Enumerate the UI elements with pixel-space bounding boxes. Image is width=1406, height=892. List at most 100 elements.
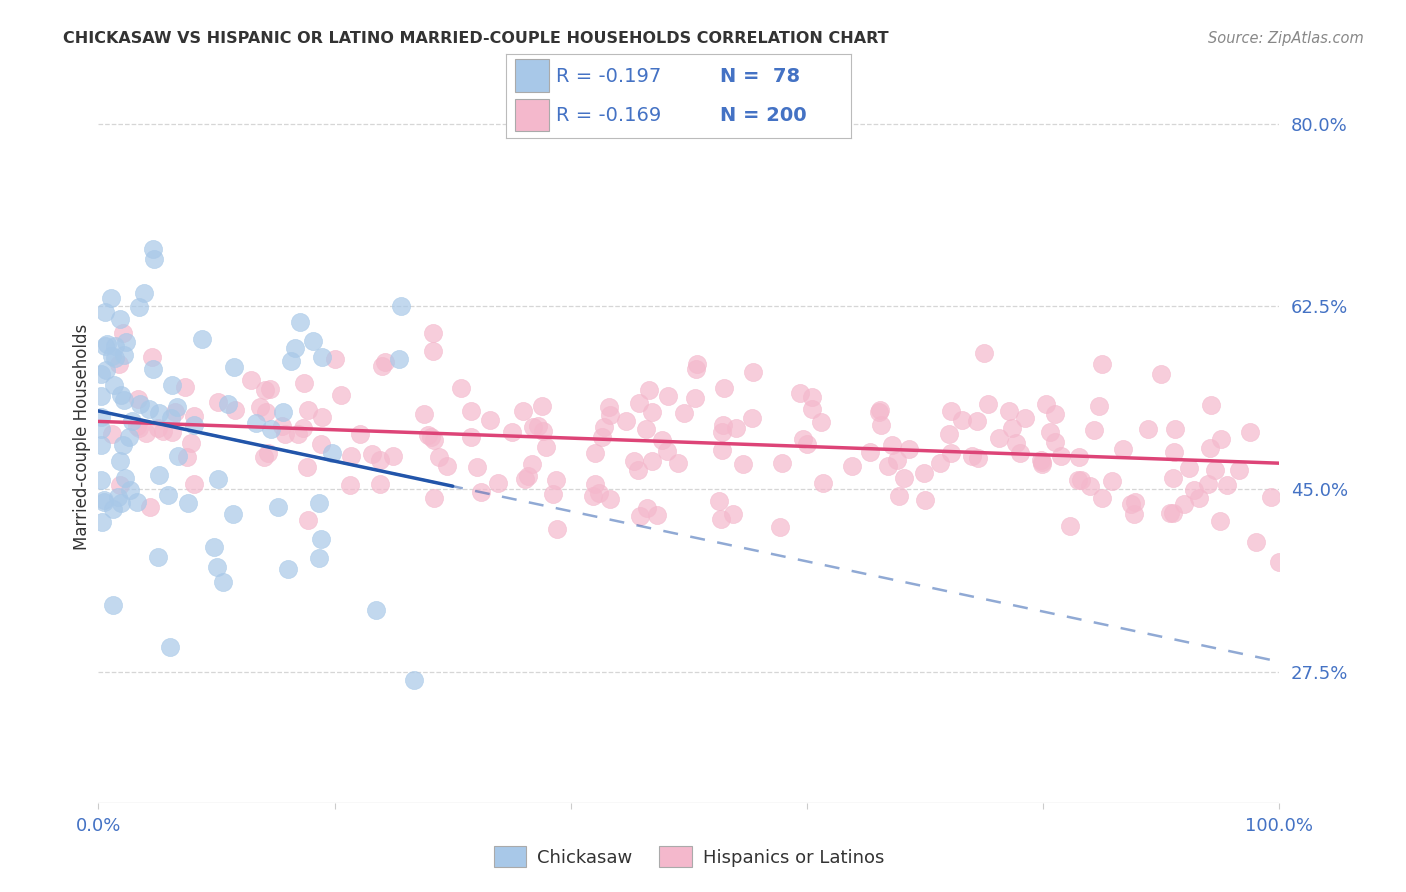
Point xyxy=(146,421,169,435)
Point xyxy=(94,305,117,319)
Point xyxy=(271,405,294,419)
Point xyxy=(1244,534,1267,549)
Point xyxy=(450,381,472,395)
Point xyxy=(259,382,281,396)
Point xyxy=(1159,506,1181,520)
Point xyxy=(129,397,152,411)
Point xyxy=(256,446,278,460)
Point xyxy=(107,357,129,371)
Point xyxy=(422,326,444,340)
Point xyxy=(1039,425,1062,439)
Point xyxy=(90,388,112,402)
Point xyxy=(1031,457,1053,471)
Point xyxy=(1031,455,1053,469)
Point xyxy=(374,355,396,369)
Point xyxy=(1083,423,1105,437)
Point xyxy=(141,350,163,364)
Point xyxy=(254,405,277,419)
Point xyxy=(1209,514,1232,528)
Point xyxy=(1161,506,1184,520)
Point xyxy=(157,488,180,502)
Point xyxy=(90,367,112,381)
Point xyxy=(90,438,112,452)
Point xyxy=(271,418,294,433)
Point xyxy=(259,422,281,436)
Point xyxy=(1239,425,1261,439)
Point xyxy=(593,420,616,434)
Point xyxy=(1031,453,1053,467)
Point xyxy=(966,414,988,428)
Point xyxy=(1112,442,1135,456)
Point xyxy=(544,473,567,487)
Point xyxy=(859,445,882,459)
Point xyxy=(912,467,935,481)
Point xyxy=(628,509,651,524)
Point xyxy=(1227,463,1250,477)
Point xyxy=(423,491,446,506)
Point xyxy=(90,421,112,435)
Point xyxy=(224,360,246,375)
Point xyxy=(162,378,184,392)
Point xyxy=(114,471,136,485)
Point xyxy=(93,494,115,508)
Point xyxy=(127,418,149,433)
Point xyxy=(323,351,346,366)
Point xyxy=(478,412,501,426)
Point xyxy=(159,640,181,655)
Point xyxy=(742,365,765,379)
Point xyxy=(1182,483,1205,498)
Point xyxy=(1188,491,1211,505)
Point xyxy=(191,332,214,346)
Point xyxy=(616,413,638,427)
Point xyxy=(1043,408,1066,422)
Point xyxy=(486,476,509,491)
Point xyxy=(368,477,391,491)
Point xyxy=(180,436,202,450)
Text: R = -0.197: R = -0.197 xyxy=(557,67,661,86)
Point xyxy=(1161,471,1184,485)
Point xyxy=(207,395,229,409)
Point xyxy=(240,373,263,387)
Point xyxy=(311,350,333,364)
Point xyxy=(297,513,319,527)
Point xyxy=(143,252,166,266)
Point xyxy=(388,352,411,367)
Point xyxy=(460,404,482,418)
Point xyxy=(280,354,302,368)
Point xyxy=(641,454,664,468)
Point xyxy=(183,409,205,423)
Point xyxy=(882,438,904,452)
Point xyxy=(666,456,689,470)
Point xyxy=(152,424,174,438)
Point xyxy=(162,425,184,439)
Point xyxy=(724,421,747,435)
Point xyxy=(534,441,557,455)
Point xyxy=(165,405,187,419)
Point xyxy=(583,477,606,491)
Point xyxy=(710,512,733,526)
Point xyxy=(645,508,668,522)
Point xyxy=(128,300,150,314)
Point xyxy=(284,341,307,355)
Point xyxy=(148,406,170,420)
Point xyxy=(651,434,673,448)
Point xyxy=(371,359,394,373)
Point xyxy=(868,405,890,419)
Point xyxy=(516,469,538,483)
Point xyxy=(207,560,229,574)
Point xyxy=(1204,463,1226,477)
Point xyxy=(419,430,441,444)
Point xyxy=(368,453,391,467)
Point xyxy=(599,408,621,422)
Point xyxy=(254,383,277,397)
Point xyxy=(711,425,734,439)
Point xyxy=(295,459,318,474)
Point xyxy=(103,378,125,392)
Point xyxy=(422,433,444,447)
Point xyxy=(546,522,568,536)
Point xyxy=(142,242,165,256)
Point xyxy=(364,603,387,617)
Point xyxy=(869,403,891,417)
Point xyxy=(876,458,898,473)
Point xyxy=(928,456,950,470)
